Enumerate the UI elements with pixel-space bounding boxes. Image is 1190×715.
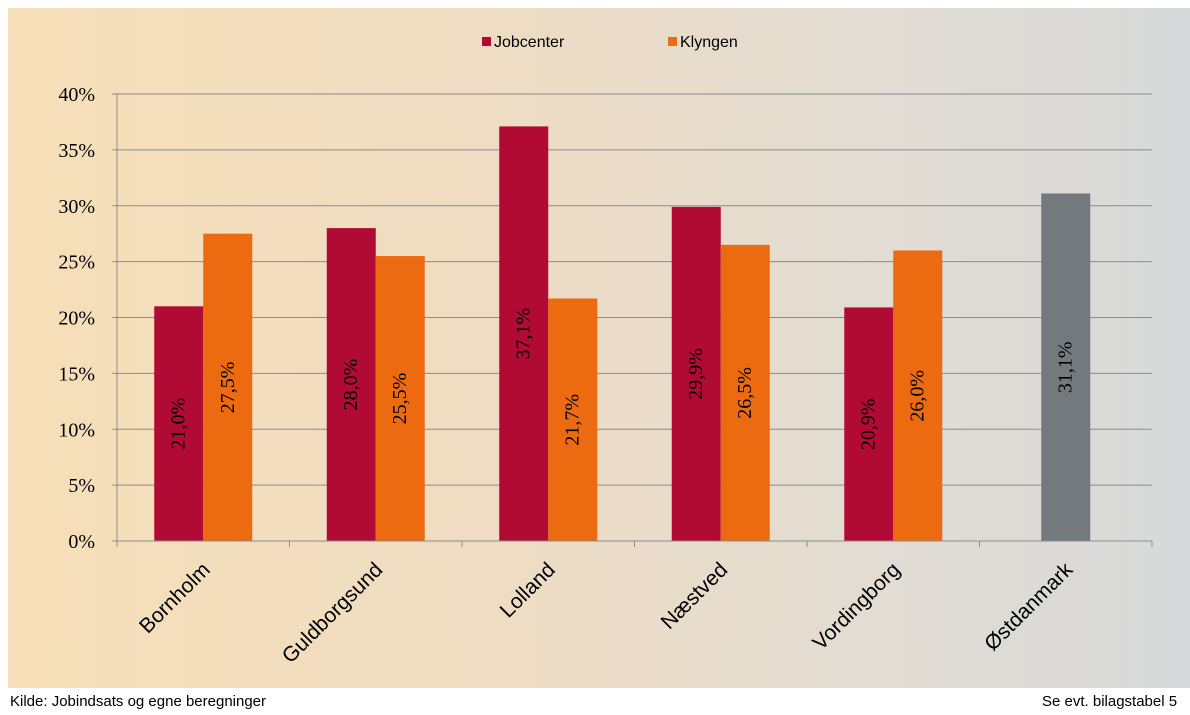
x-axis: Bornholm Guldborgsund Lolland Næstved Vordin… bbox=[116, 540, 1153, 668]
data-label: 21,7% bbox=[562, 394, 584, 446]
bar-jobcenter bbox=[326, 228, 376, 541]
category-label: Østdanmark bbox=[980, 558, 1077, 655]
data-label: 27,5% bbox=[217, 362, 239, 414]
data-label: 20,9% bbox=[858, 398, 880, 450]
bar-ostdanmark bbox=[1041, 193, 1091, 541]
y-tick-label: 20% bbox=[58, 308, 95, 330]
data-label: 21,0% bbox=[168, 398, 190, 450]
chart-panel: 0% 5% 10% 15% 20% 25% 30% 35% 40% 21,0% 27,5% 28,0… bbox=[8, 8, 1190, 688]
y-tick-label: 40% bbox=[58, 84, 95, 106]
y-tick-label: 30% bbox=[58, 196, 95, 218]
y-axis: 0% 5% 10% 15% 20% 25% 30% 35% 40% bbox=[58, 84, 118, 553]
legend-label: Jobcenter bbox=[494, 34, 565, 51]
bar-jobcenter bbox=[154, 306, 204, 541]
source-note: Kilde: Jobindsats og egne beregninger bbox=[10, 693, 267, 710]
category-label: Vordingborg bbox=[808, 558, 904, 654]
bars: 21,0% 27,5% 28,0% 25,5% 37,1% 21,7% 29,9% 26,5%… bbox=[154, 126, 1091, 542]
data-label: 26,5% bbox=[734, 367, 756, 419]
y-tick-label: 25% bbox=[58, 252, 95, 274]
bar-klyngen bbox=[548, 298, 598, 541]
bar-chart: 0% 5% 10% 15% 20% 25% 30% 35% 40% 21,0% 27,5% 28,0… bbox=[58, 34, 1153, 668]
y-tick-label: 15% bbox=[58, 363, 95, 385]
category-label: Bornholm bbox=[135, 558, 215, 638]
bar-klyngen bbox=[203, 233, 253, 541]
y-tick-label: 5% bbox=[68, 475, 95, 497]
bar-jobcenter bbox=[671, 206, 721, 541]
bar-jobcenter bbox=[844, 307, 894, 541]
category-label: Lolland bbox=[496, 558, 560, 622]
legend-swatch bbox=[482, 37, 491, 46]
data-label: 26,0% bbox=[907, 370, 929, 422]
bar-klyngen bbox=[893, 250, 943, 541]
bar-klyngen bbox=[720, 244, 770, 542]
data-label: 29,9% bbox=[685, 348, 707, 400]
data-label: 28,0% bbox=[340, 359, 362, 411]
gridlines bbox=[117, 93, 1152, 486]
data-label: 37,1% bbox=[513, 308, 535, 360]
y-tick-label: 10% bbox=[58, 419, 95, 441]
legend-label: Klyngen bbox=[680, 34, 738, 51]
legend-swatch bbox=[668, 37, 677, 46]
appendix-note: Se evt. bilagstabel 5 bbox=[1042, 693, 1178, 710]
category-label: Næstved bbox=[657, 558, 733, 634]
data-label: 25,5% bbox=[389, 373, 411, 425]
y-tick-label: 35% bbox=[58, 140, 95, 162]
data-label: 31,1% bbox=[1055, 341, 1077, 393]
category-label: Guldborgsund bbox=[278, 558, 388, 668]
legend: Jobcenter Klyngen bbox=[482, 34, 738, 51]
y-tick-label: 0% bbox=[68, 531, 95, 553]
bar-jobcenter bbox=[499, 126, 549, 541]
bar-klyngen bbox=[375, 256, 425, 541]
